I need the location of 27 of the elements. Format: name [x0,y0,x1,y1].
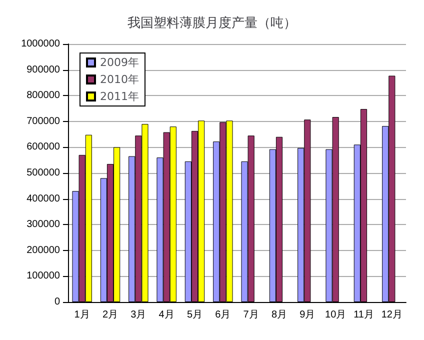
x-tick-label: 5月 [186,310,203,320]
x-tick-label: 10月 [325,310,346,320]
x-tick-label: 11月 [354,310,374,320]
y-tick-label: 700000 [26,116,60,127]
y-tick-label: 100000 [26,270,60,282]
x-tick-label: 2月 [102,310,118,320]
x-tick-label: 12月 [381,310,402,320]
y-tick-label: 600000 [26,142,60,153]
x-tick-label: 3月 [130,310,146,320]
y-tick-label: 0 [54,296,60,308]
y-tick-label: 300000 [26,219,60,230]
x-tick-label: 4月 [158,310,174,320]
y-tick-label: 200000 [26,244,60,256]
y-tick-label: 500000 [26,168,60,178]
x-tick-label: 9月 [300,310,316,320]
chart-title: 我国塑料薄膜月度产量（吨） [128,15,296,31]
y-tick-label: 400000 [26,193,60,204]
legend-label: 2011年 [100,90,139,103]
x-tick-label: 8月 [271,310,288,320]
y-tick-label: 800000 [26,90,60,102]
y-tick-label: 900000 [26,64,60,76]
x-tick-label: 6月 [215,310,231,320]
legend-label: 2010年 [100,73,139,86]
x-tick-label: 1月 [74,310,90,320]
y-tick-label: 1000000 [21,38,60,50]
legend-label: 2009年 [100,56,139,69]
x-tick-label: 7月 [243,310,259,320]
